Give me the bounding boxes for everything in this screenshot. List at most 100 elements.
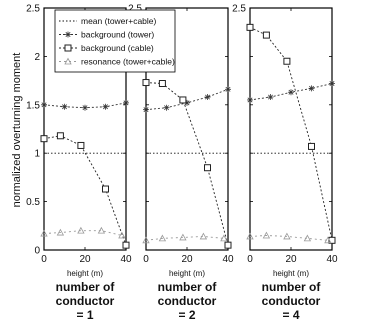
panel-caption: = 1 xyxy=(76,308,93,322)
data-point xyxy=(204,164,211,172)
legend-entry: background (tower) xyxy=(81,30,154,40)
marker-stroke xyxy=(247,97,253,103)
data-point xyxy=(328,236,336,244)
legend-entry: resonance (tower+cable) xyxy=(81,57,175,67)
x-tick-label: 20 xyxy=(181,254,193,265)
series-line-3 xyxy=(43,135,127,246)
marker-stroke xyxy=(205,94,210,100)
data-point xyxy=(123,99,129,106)
marker-stroke xyxy=(225,86,231,92)
y-tick-label: 2.5 xyxy=(232,4,246,15)
data-point xyxy=(247,96,253,103)
panel-caption: number of xyxy=(158,280,218,294)
panel-caption: conductor xyxy=(56,294,115,308)
data-point xyxy=(308,142,315,150)
y-tick-label: 1 xyxy=(34,149,40,160)
data-point xyxy=(283,57,291,65)
data-point xyxy=(118,231,126,239)
panel-caption: number of xyxy=(56,280,116,294)
marker-stroke xyxy=(268,94,273,100)
legend-entry: mean (tower+cable) xyxy=(81,16,157,26)
data-point xyxy=(308,85,315,92)
axes-frame xyxy=(249,7,333,251)
panel-caption: = 4 xyxy=(282,308,299,322)
legend-marker xyxy=(64,57,72,65)
y-tick-label: 0.5 xyxy=(26,197,40,208)
x-axis-label: height (m) xyxy=(273,269,309,278)
marker-stroke xyxy=(184,100,190,106)
x-tick-label: 40 xyxy=(120,254,132,265)
data-point xyxy=(40,229,48,237)
data-point xyxy=(267,94,274,101)
data-point xyxy=(246,232,254,240)
y-tick-label: 2.5 xyxy=(26,4,40,15)
x-axis-label: height (m) xyxy=(169,269,205,278)
marker-stroke xyxy=(164,105,169,111)
marker-stroke xyxy=(143,107,149,113)
legend-entry: background (cable) xyxy=(81,43,154,53)
y-axis-label: normalized overturning moment xyxy=(11,53,23,208)
data-point xyxy=(262,31,270,39)
data-point xyxy=(143,106,149,113)
marker-stroke xyxy=(123,100,129,106)
data-point xyxy=(329,80,335,87)
data-point xyxy=(163,104,170,111)
data-point xyxy=(158,234,167,242)
marker-stroke xyxy=(103,104,108,110)
data-point xyxy=(40,135,48,143)
legend-marker xyxy=(64,44,72,52)
data-point xyxy=(224,241,232,249)
data-point xyxy=(324,236,332,244)
data-point xyxy=(56,228,65,236)
legend-marker xyxy=(65,31,71,38)
x-tick-label: 0 xyxy=(247,254,253,265)
x-tick-label: 40 xyxy=(222,254,234,265)
data-point xyxy=(77,226,85,234)
y-tick-label: 1.5 xyxy=(26,100,40,111)
series-line-4 xyxy=(43,230,123,236)
panel-caption: number of xyxy=(262,280,322,294)
data-point xyxy=(303,234,312,242)
series-line-3 xyxy=(145,82,229,246)
data-point xyxy=(246,23,254,31)
data-point xyxy=(41,101,47,108)
panel-1: 0 0.5 1 1.5 2 2.5 0 20 40 height (m) number ofcond… xyxy=(26,4,132,323)
y-tick-label: 2 xyxy=(34,52,40,63)
marker-stroke xyxy=(329,81,335,86)
data-point xyxy=(82,104,88,111)
data-point xyxy=(77,141,85,149)
panel-caption: conductor xyxy=(262,294,321,308)
panel-caption: = 2 xyxy=(178,308,195,322)
data-point xyxy=(262,231,271,239)
data-point xyxy=(102,103,109,110)
marker-stroke xyxy=(288,89,294,95)
data-point xyxy=(199,232,208,240)
marker-stroke xyxy=(82,105,88,111)
x-axis-label: height (m) xyxy=(67,269,103,278)
marker-stroke xyxy=(65,32,71,37)
x-tick-label: 20 xyxy=(285,254,297,265)
x-tick-label: 0 xyxy=(143,254,149,265)
data-point xyxy=(179,233,187,241)
x-tick-label: 0 xyxy=(41,254,47,265)
data-point xyxy=(225,86,231,93)
data-point xyxy=(220,234,228,242)
series-line-3 xyxy=(249,26,333,241)
data-point xyxy=(204,94,211,101)
legend: mean (tower+cable) background (tower) back… xyxy=(54,9,176,73)
series-line-4 xyxy=(145,235,224,241)
data-point xyxy=(102,185,109,193)
y-tick-label: 0 xyxy=(34,246,40,257)
series-line-2 xyxy=(145,88,229,111)
data-point xyxy=(283,232,291,240)
x-tick-label: 20 xyxy=(79,254,91,265)
data-point xyxy=(142,79,150,87)
data-point xyxy=(288,89,294,96)
panel-caption: conductor xyxy=(158,294,217,308)
marker-stroke xyxy=(62,104,67,110)
marker-stroke xyxy=(41,102,47,108)
data-point xyxy=(179,96,187,104)
